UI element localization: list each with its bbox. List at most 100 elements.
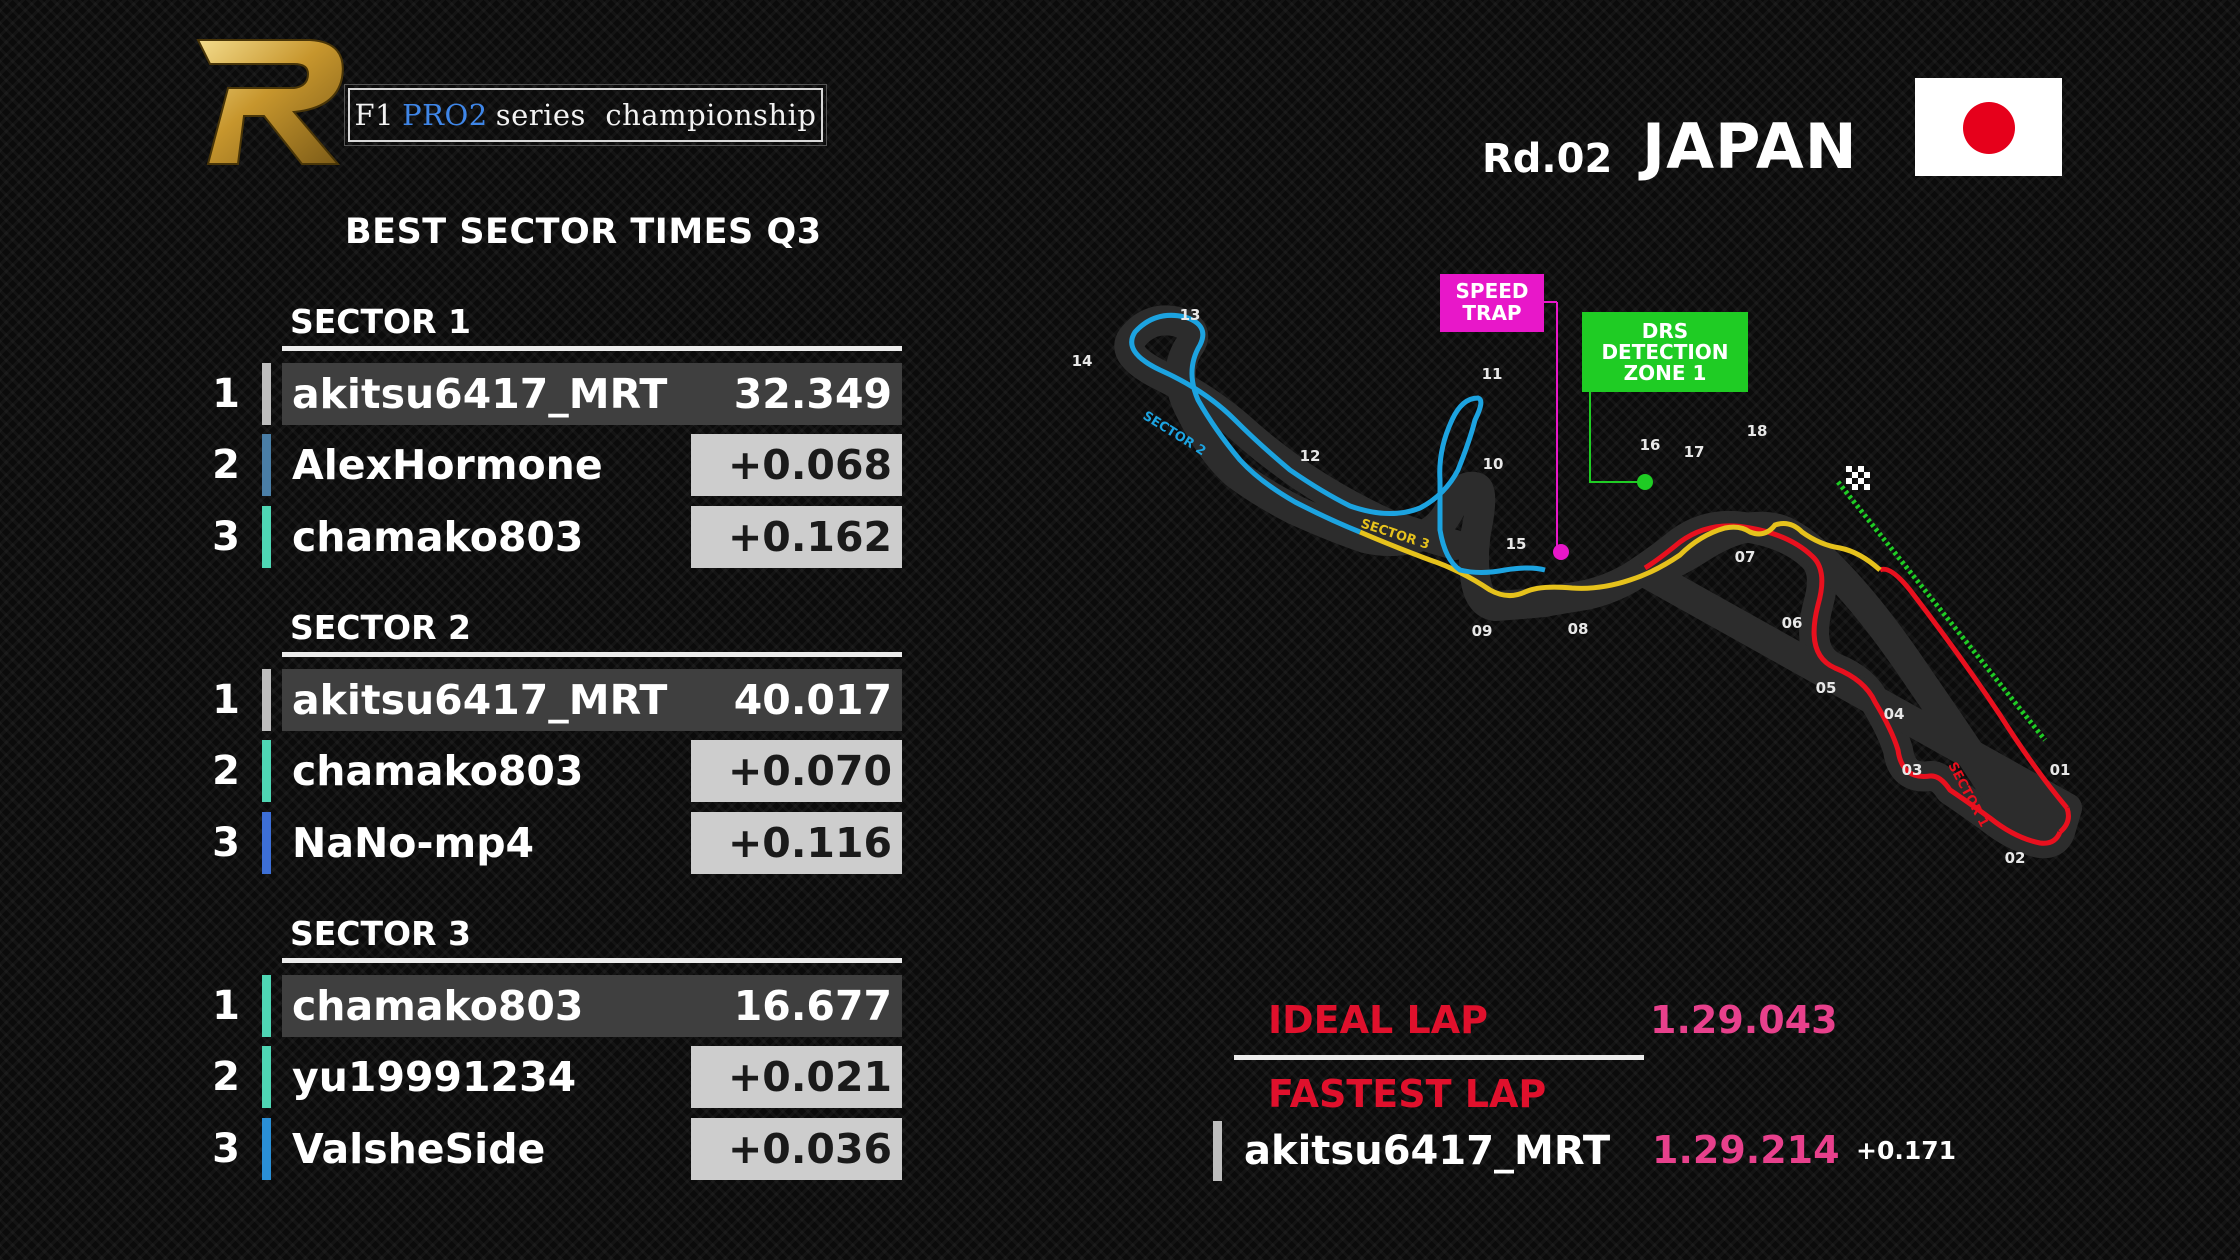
turn-label: 13 bbox=[1180, 306, 1201, 324]
turn-label: 18 bbox=[1747, 422, 1768, 440]
position-number: 1 bbox=[212, 677, 240, 723]
ideal-lap-label: IDEAL LAP bbox=[1268, 998, 1488, 1042]
track-map: SPEED TRAP DRS DETECTION ZONE 1 SECTOR 1… bbox=[1072, 274, 2082, 867]
team-color-bar bbox=[262, 812, 271, 874]
sector-2-heading: SECTOR 2 bbox=[290, 608, 471, 647]
gap-time: +0.021 bbox=[691, 1046, 902, 1108]
drs-line-1: DRS bbox=[1642, 319, 1688, 343]
speed-trap-box bbox=[1440, 274, 1544, 332]
team-color-bar bbox=[262, 363, 271, 425]
driver-name: akitsu6417_MRT bbox=[292, 370, 668, 418]
sector-3-line bbox=[1359, 521, 1882, 598]
position-number: 2 bbox=[212, 748, 240, 794]
turn-label: 05 bbox=[1816, 679, 1837, 697]
position-number: 3 bbox=[212, 514, 240, 560]
r-logo-icon bbox=[196, 39, 344, 165]
driver-name: chamako803 bbox=[292, 747, 584, 795]
position-number: 3 bbox=[212, 1126, 240, 1172]
sector-1-row-2: 2 AlexHormone +0.068 bbox=[200, 434, 902, 496]
series-suffix: series championship bbox=[495, 98, 817, 132]
track-outline bbox=[1114, 305, 2082, 859]
gap-time: +0.068 bbox=[691, 434, 902, 496]
flag-sun bbox=[1963, 102, 2015, 154]
team-color-bar bbox=[262, 434, 271, 496]
fastest-lap-time: 1.29.214 bbox=[1652, 1128, 1840, 1172]
sector-time: 16.677 bbox=[733, 982, 892, 1030]
sector-3-rule bbox=[282, 958, 902, 963]
drs-detection-box bbox=[1582, 312, 1748, 392]
japan-flag-icon bbox=[1915, 78, 2062, 176]
drs-pointer bbox=[1589, 392, 1645, 483]
turn-label: 06 bbox=[1782, 614, 1803, 632]
fastest-lap-gap: +0.171 bbox=[1856, 1136, 1957, 1165]
turn-label: 17 bbox=[1684, 443, 1705, 461]
turn-label: 03 bbox=[1902, 761, 1923, 779]
drs-marker bbox=[1637, 474, 1653, 490]
gap-time: +0.116 bbox=[691, 812, 902, 874]
driver-name: chamako803 bbox=[292, 513, 584, 561]
finish-flag-icon bbox=[1846, 466, 1870, 490]
leader-highlight bbox=[282, 669, 902, 731]
team-color-bar bbox=[1213, 1121, 1222, 1181]
series-prefix: F1 bbox=[354, 98, 395, 132]
gap-time: +0.070 bbox=[691, 740, 902, 802]
turn-label: 16 bbox=[1640, 436, 1661, 454]
driver-name: akitsu6417_MRT bbox=[292, 676, 668, 724]
fastest-lap-label: FASTEST LAP bbox=[1268, 1072, 1547, 1116]
sector-3-row-3: 3 ValsheSide +0.036 bbox=[200, 1118, 902, 1180]
sector-1-main-straight bbox=[1878, 566, 2071, 834]
sector-1-rule bbox=[282, 346, 902, 351]
turn-label: 12 bbox=[1300, 447, 1321, 465]
driver-name: chamako803 bbox=[292, 982, 584, 1030]
page-title: BEST SECTOR TIMES Q3 bbox=[345, 212, 822, 252]
sector-2-line bbox=[1129, 312, 1546, 575]
fastest-lap-driver: akitsu6417_MRT bbox=[1244, 1128, 1611, 1174]
series-pro2: PRO2 bbox=[402, 98, 488, 132]
sector-3-heading: SECTOR 3 bbox=[290, 914, 471, 953]
speed-trap-line-2: TRAP bbox=[1462, 301, 1521, 325]
round-label: Rd.02 bbox=[1482, 136, 1613, 182]
turn-label: 09 bbox=[1472, 622, 1493, 640]
country-name: JAPAN bbox=[1642, 110, 1858, 183]
sector-1-heading: SECTOR 1 bbox=[290, 302, 471, 341]
sector-2-rule bbox=[282, 652, 902, 657]
speed-trap-marker bbox=[1553, 544, 1569, 560]
sector-2-row-2: 2 chamako803 +0.070 bbox=[200, 740, 902, 802]
leader-highlight bbox=[282, 363, 902, 425]
driver-name: NaNo-mp4 bbox=[292, 819, 535, 867]
drs-zone-line bbox=[1836, 480, 2047, 742]
team-color-bar bbox=[262, 506, 271, 568]
position-number: 1 bbox=[212, 983, 240, 1029]
sector-2-row-1: 1 akitsu6417_MRT 40.017 bbox=[200, 669, 902, 731]
turn-label: 07 bbox=[1735, 548, 1756, 566]
sector-3-row-1: 1 chamako803 16.677 bbox=[200, 975, 902, 1037]
gap-time: +0.036 bbox=[691, 1118, 902, 1180]
turn-numbers: 01 02 03 04 05 06 07 08 09 10 11 12 13 1… bbox=[1072, 306, 2071, 867]
team-color-bar bbox=[262, 1046, 271, 1108]
driver-name: ValsheSide bbox=[292, 1125, 546, 1173]
turn-label: 02 bbox=[2005, 849, 2026, 867]
sector-2-row-3: 3 NaNo-mp4 +0.116 bbox=[200, 812, 902, 874]
drs-line-3: ZONE 1 bbox=[1624, 361, 1707, 385]
driver-name: AlexHormone bbox=[292, 441, 603, 489]
team-color-bar bbox=[262, 740, 271, 802]
team-color-bar bbox=[262, 1118, 271, 1180]
position-number: 2 bbox=[212, 1054, 240, 1100]
series-title-box: F1 PRO2 series championship bbox=[344, 84, 827, 146]
sector-time: 40.017 bbox=[733, 676, 892, 724]
turn-label: 01 bbox=[2050, 761, 2071, 779]
turn-label: 11 bbox=[1482, 365, 1503, 383]
turn-label: 08 bbox=[1568, 620, 1589, 638]
sector-1-row-3: 3 chamako803 +0.162 bbox=[200, 506, 902, 568]
team-color-bar bbox=[262, 975, 271, 1037]
position-number: 2 bbox=[212, 442, 240, 488]
sector-1-line bbox=[1643, 523, 2063, 846]
sector-3-row-2: 2 yu19991234 +0.021 bbox=[200, 1046, 902, 1108]
position-number: 1 bbox=[212, 371, 240, 417]
turn-label: 15 bbox=[1506, 535, 1527, 553]
drs-line-2: DETECTION bbox=[1601, 340, 1728, 364]
sector-time: 32.349 bbox=[733, 370, 892, 418]
speed-trap-line-1: SPEED bbox=[1456, 279, 1529, 303]
position-number: 3 bbox=[212, 820, 240, 866]
turn-label: 10 bbox=[1483, 455, 1504, 473]
